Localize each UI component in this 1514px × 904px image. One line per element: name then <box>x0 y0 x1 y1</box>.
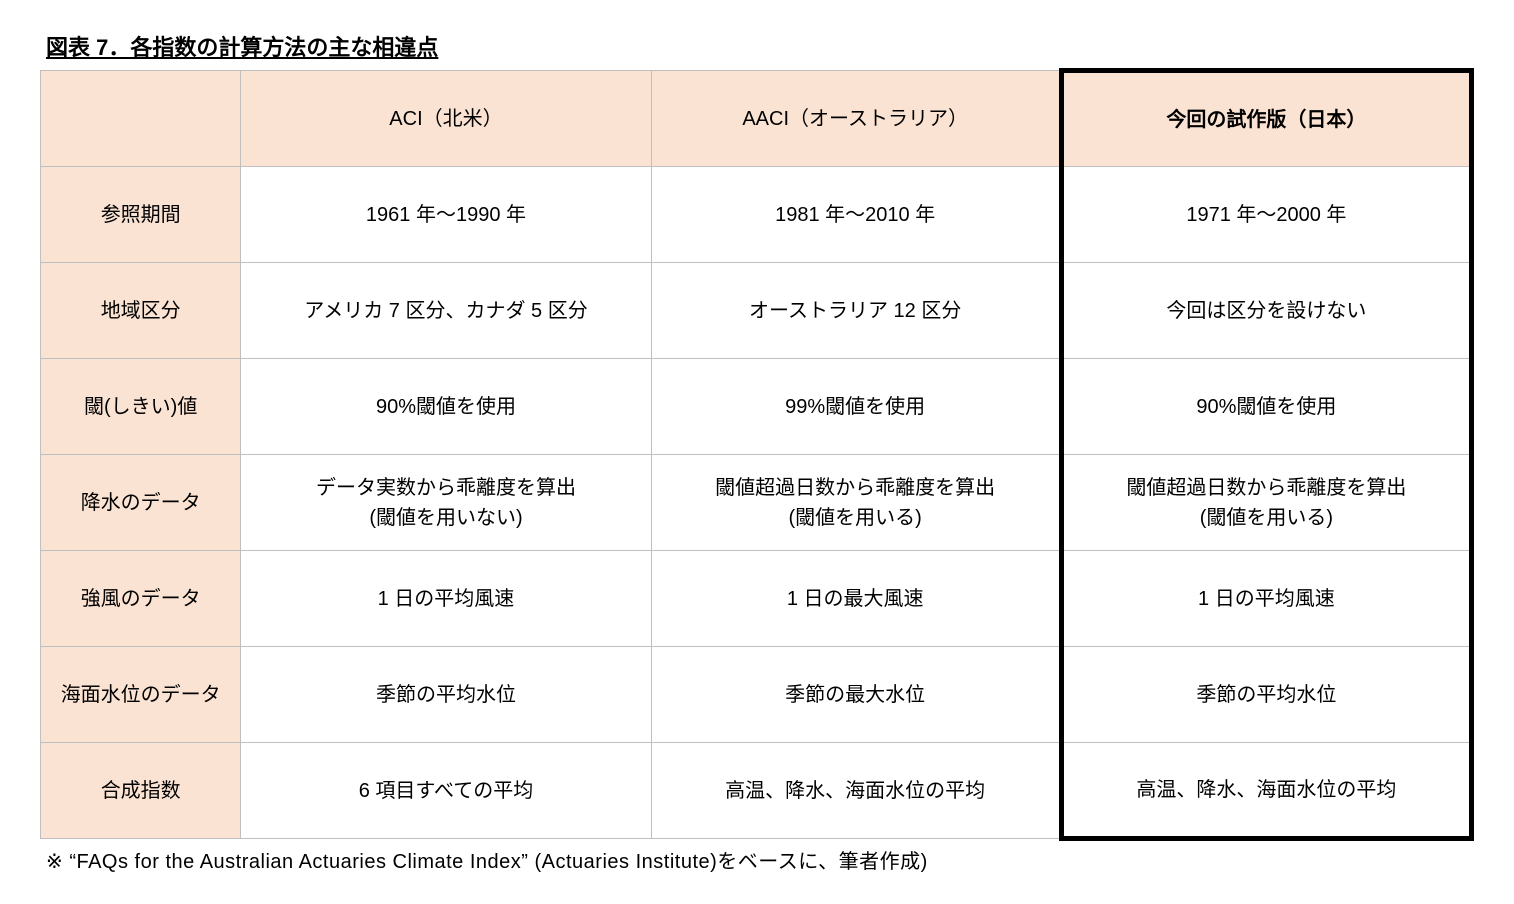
table-cell: 99%閾値を使用 <box>651 359 1061 455</box>
table-row: 閾(しきい)値90%閾値を使用99%閾値を使用90%閾値を使用 <box>41 359 1472 455</box>
header-row: ACI（北米） AACI（オーストラリア） 今回の試作版（日本） <box>41 71 1472 167</box>
table-cell: 季節の最大水位 <box>651 647 1061 743</box>
comparison-table: ACI（北米） AACI（オーストラリア） 今回の試作版（日本） 参照期間196… <box>40 68 1474 841</box>
table-cell: 季節の平均水位 <box>1061 647 1471 743</box>
row-label: 合成指数 <box>41 743 241 839</box>
table-cell: 1 日の平均風速 <box>241 551 651 647</box>
table-cell: 1 日の最大風速 <box>651 551 1061 647</box>
table-cell: 高温、降水、海面水位の平均 <box>651 743 1061 839</box>
table-body: 参照期間1961 年～1990 年1981 年～2010 年1971 年～200… <box>41 167 1472 839</box>
table-cell: 90%閾値を使用 <box>241 359 651 455</box>
footnote: ※ “FAQs for the Australian Actuaries Cli… <box>40 845 1474 874</box>
table-row: 海面水位のデータ季節の平均水位季節の最大水位季節の平均水位 <box>41 647 1472 743</box>
table-cell: 閾値超過日数から乖離度を算出(閾値を用いる) <box>1061 455 1471 551</box>
table-cell: 高温、降水、海面水位の平均 <box>1061 743 1471 839</box>
header-japan: 今回の試作版（日本） <box>1061 71 1471 167</box>
row-label: 海面水位のデータ <box>41 647 241 743</box>
table-row: 参照期間1961 年～1990 年1981 年～2010 年1971 年～200… <box>41 167 1472 263</box>
table-cell: 1961 年～1990 年 <box>241 167 651 263</box>
table-row: 合成指数6 項目すべての平均高温、降水、海面水位の平均高温、降水、海面水位の平均 <box>41 743 1472 839</box>
table-cell: データ実数から乖離度を算出(閾値を用いない) <box>241 455 651 551</box>
header-aci: ACI（北米） <box>241 71 651 167</box>
table-cell: 閾値超過日数から乖離度を算出(閾値を用いる) <box>651 455 1061 551</box>
row-label: 閾(しきい)値 <box>41 359 241 455</box>
table-cell: 1981 年～2010 年 <box>651 167 1061 263</box>
table-row: 降水のデータデータ実数から乖離度を算出(閾値を用いない)閾値超過日数から乖離度を… <box>41 455 1472 551</box>
table-title: 図表 7．各指数の計算方法の主な相違点 <box>40 30 1474 62</box>
table-row: 地域区分アメリカ 7 区分、カナダ 5 区分オーストラリア 12 区分今回は区分… <box>41 263 1472 359</box>
table-cell: オーストラリア 12 区分 <box>651 263 1061 359</box>
table-cell: 6 項目すべての平均 <box>241 743 651 839</box>
table-cell: 90%閾値を使用 <box>1061 359 1471 455</box>
header-blank <box>41 71 241 167</box>
table-row: 強風のデータ1 日の平均風速1 日の最大風速1 日の平均風速 <box>41 551 1472 647</box>
table-cell: 1 日の平均風速 <box>1061 551 1471 647</box>
row-label: 強風のデータ <box>41 551 241 647</box>
table-cell: アメリカ 7 区分、カナダ 5 区分 <box>241 263 651 359</box>
row-label: 地域区分 <box>41 263 241 359</box>
table-cell: 今回は区分を設けない <box>1061 263 1471 359</box>
table-cell: 1971 年～2000 年 <box>1061 167 1471 263</box>
row-label: 参照期間 <box>41 167 241 263</box>
table-cell: 季節の平均水位 <box>241 647 651 743</box>
row-label: 降水のデータ <box>41 455 241 551</box>
header-aaci: AACI（オーストラリア） <box>651 71 1061 167</box>
